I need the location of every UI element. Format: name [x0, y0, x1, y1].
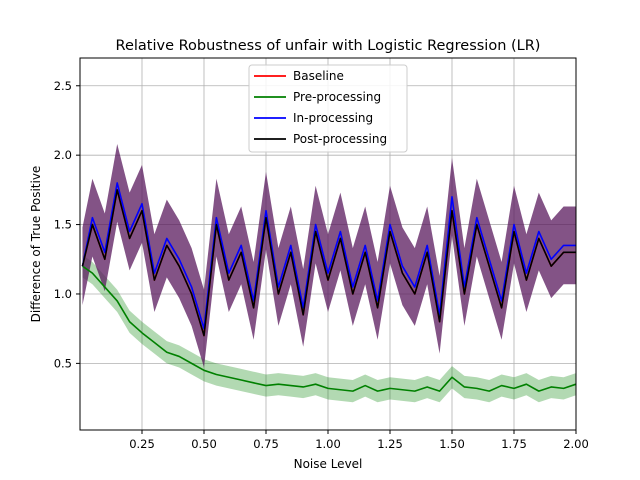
y-axis-ticks: 0.5 1.0 1.5 2.0 2.5: [54, 79, 80, 370]
legend-label: Pre-processing: [293, 90, 381, 104]
legend: Baseline Pre-processing In-processing Post-…: [248, 64, 408, 153]
legend-label: In-processing: [293, 111, 373, 125]
y-tick-label: 0.5: [54, 356, 72, 370]
legend-label: Baseline: [293, 69, 344, 83]
y-axis-label: Difference of True Positive: [29, 166, 43, 323]
x-tick-label: 0.50: [191, 437, 217, 451]
x-tick-label: 0.75: [253, 437, 279, 451]
series-line-post-processing: [81, 189, 576, 337]
y-tick-label: 1.5: [54, 218, 72, 232]
y-tick-label: 1.0: [54, 287, 72, 301]
y-tick-label: 2.5: [54, 79, 72, 93]
series-line-pre-processing: [82, 265, 577, 392]
x-tick-label: 1.00: [315, 437, 341, 451]
x-tick-label: 1.50: [439, 437, 465, 451]
x-tick-label: 2.00: [563, 437, 589, 451]
x-tick-label: 0.25: [129, 437, 155, 451]
x-axis-ticks: 0.25 0.50 0.75 1.00 1.25 1.50 1.75 2.00: [129, 430, 589, 451]
x-axis-label: Noise Level: [294, 457, 363, 471]
confidence-band-pre-processing: [82, 255, 576, 403]
x-tick-label: 1.25: [377, 437, 403, 451]
series-lines: [81, 182, 577, 392]
series-line-in-processing: [81, 182, 576, 330]
y-tick-label: 2.0: [54, 148, 72, 162]
legend-label: Post-processing: [293, 132, 387, 146]
chart-title: Relative Robustness of unfair with Logis…: [116, 38, 541, 54]
x-tick-label: 1.75: [501, 437, 527, 451]
legend-box: [248, 64, 408, 153]
